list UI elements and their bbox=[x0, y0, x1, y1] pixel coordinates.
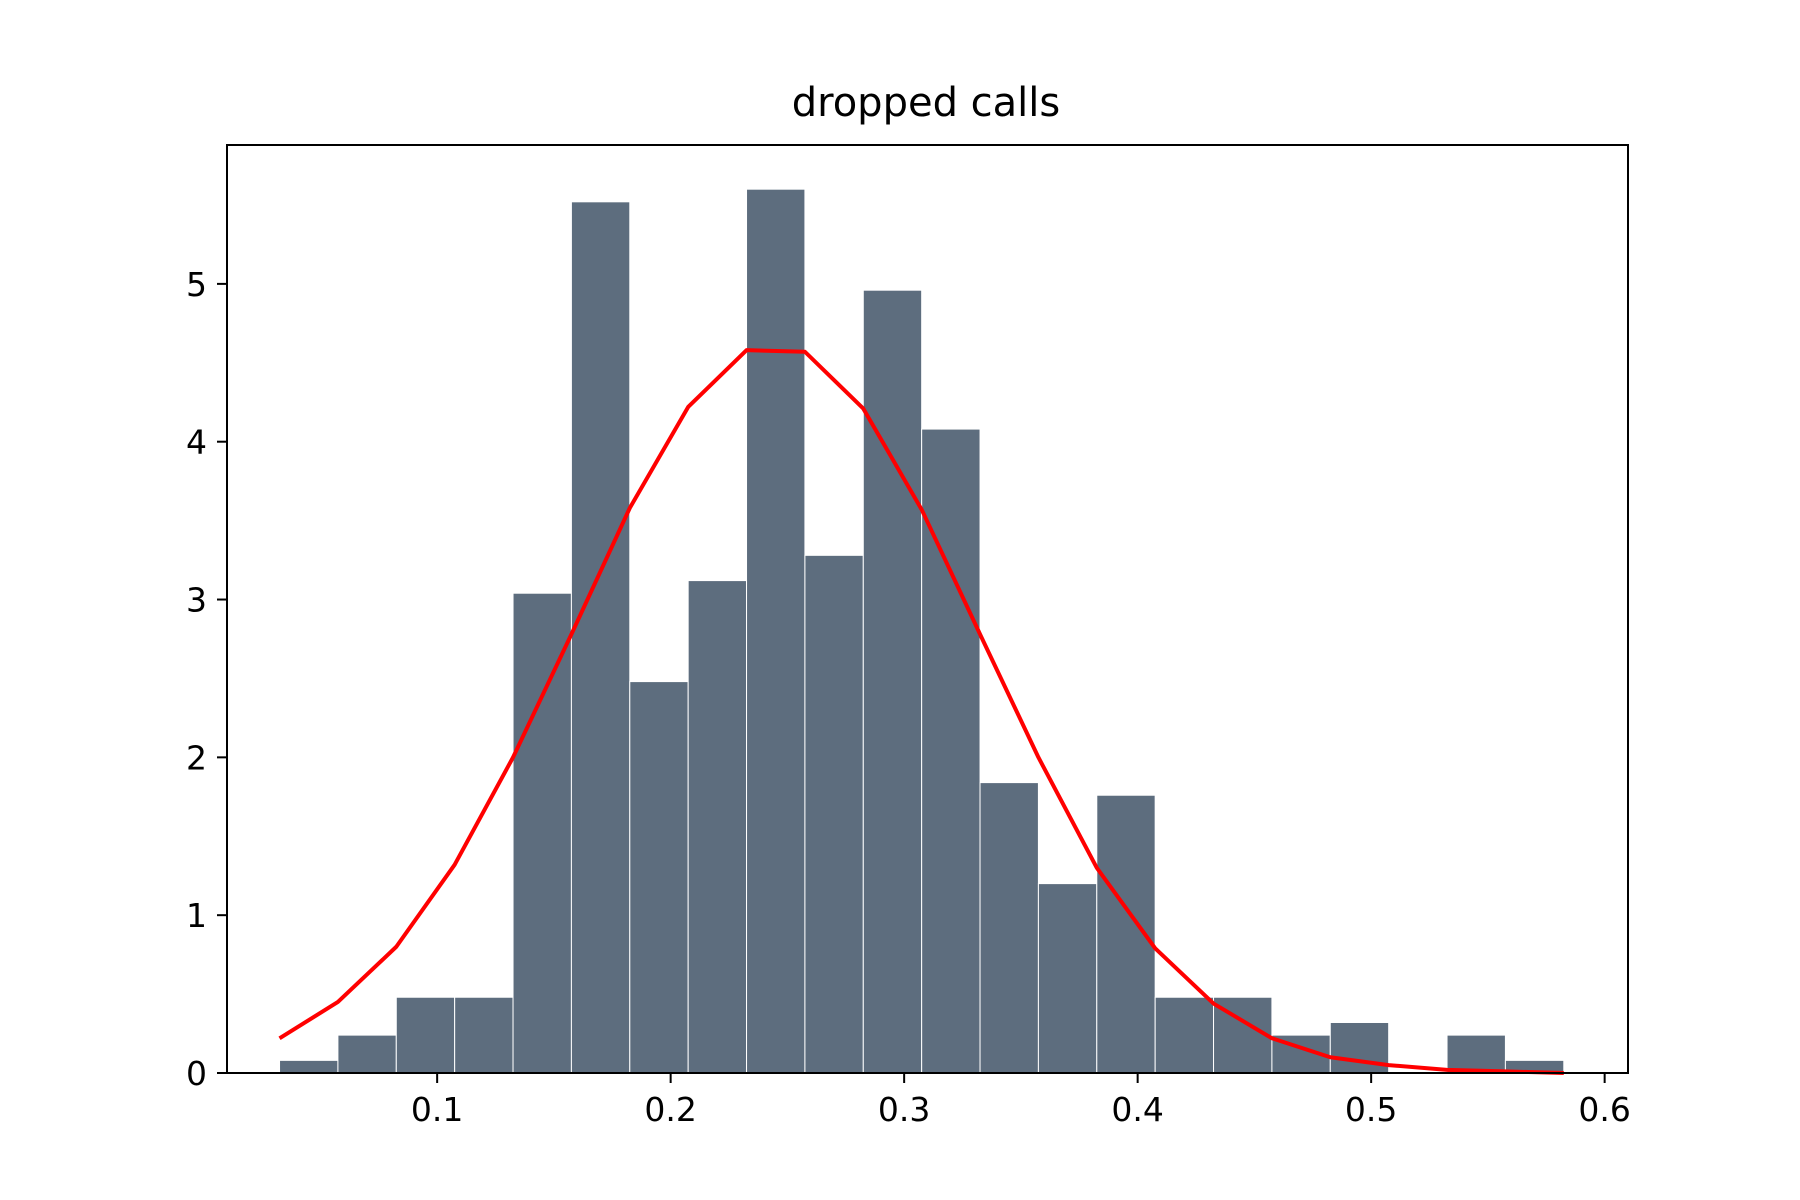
histogram-bar bbox=[454, 996, 514, 1074]
plot-frame bbox=[226, 144, 1629, 1074]
x-tick-label: 0.5 bbox=[1345, 1090, 1397, 1129]
histogram-bar bbox=[804, 554, 864, 1074]
y-tick-label: 0 bbox=[186, 1054, 207, 1093]
x-tick-label: 0.2 bbox=[644, 1090, 696, 1129]
density-curve-layer bbox=[278, 348, 1564, 1075]
histogram-bar bbox=[1037, 883, 1098, 1074]
histogram-bar bbox=[395, 996, 456, 1074]
histogram-bar bbox=[512, 592, 572, 1074]
histogram-bars bbox=[279, 188, 1565, 1074]
histogram-bar bbox=[629, 681, 689, 1074]
histogram-bar bbox=[979, 782, 1039, 1074]
chart-title: dropped calls bbox=[792, 80, 1061, 126]
y-tick-label: 4 bbox=[186, 423, 207, 462]
x-tick-label: 0.3 bbox=[878, 1090, 930, 1129]
histogram-bar bbox=[921, 428, 981, 1074]
histogram-bar bbox=[1446, 1034, 1506, 1074]
y-tick-label: 5 bbox=[186, 265, 207, 304]
histogram-bar bbox=[746, 188, 806, 1074]
x-tick-label: 0.1 bbox=[411, 1090, 463, 1129]
x-tick-label: 0.6 bbox=[1578, 1090, 1630, 1129]
axes: 0.1 0.2 0.3 0.4 0.5 0.6 0 1 2 3 4 5 bbox=[186, 144, 1631, 1129]
y-tick-label: 3 bbox=[186, 581, 207, 620]
histogram-bar bbox=[570, 201, 631, 1074]
histogram-bar bbox=[337, 1034, 397, 1074]
histogram-bar bbox=[1154, 996, 1215, 1074]
y-tick-label: 1 bbox=[186, 896, 207, 935]
x-tick-label: 0.4 bbox=[1111, 1090, 1163, 1129]
y-tick-label: 2 bbox=[186, 738, 207, 777]
histogram-bar bbox=[279, 1059, 339, 1074]
histogram-bar bbox=[687, 580, 748, 1074]
histogram-bar bbox=[862, 289, 923, 1074]
density-curve-line bbox=[278, 348, 1564, 1075]
